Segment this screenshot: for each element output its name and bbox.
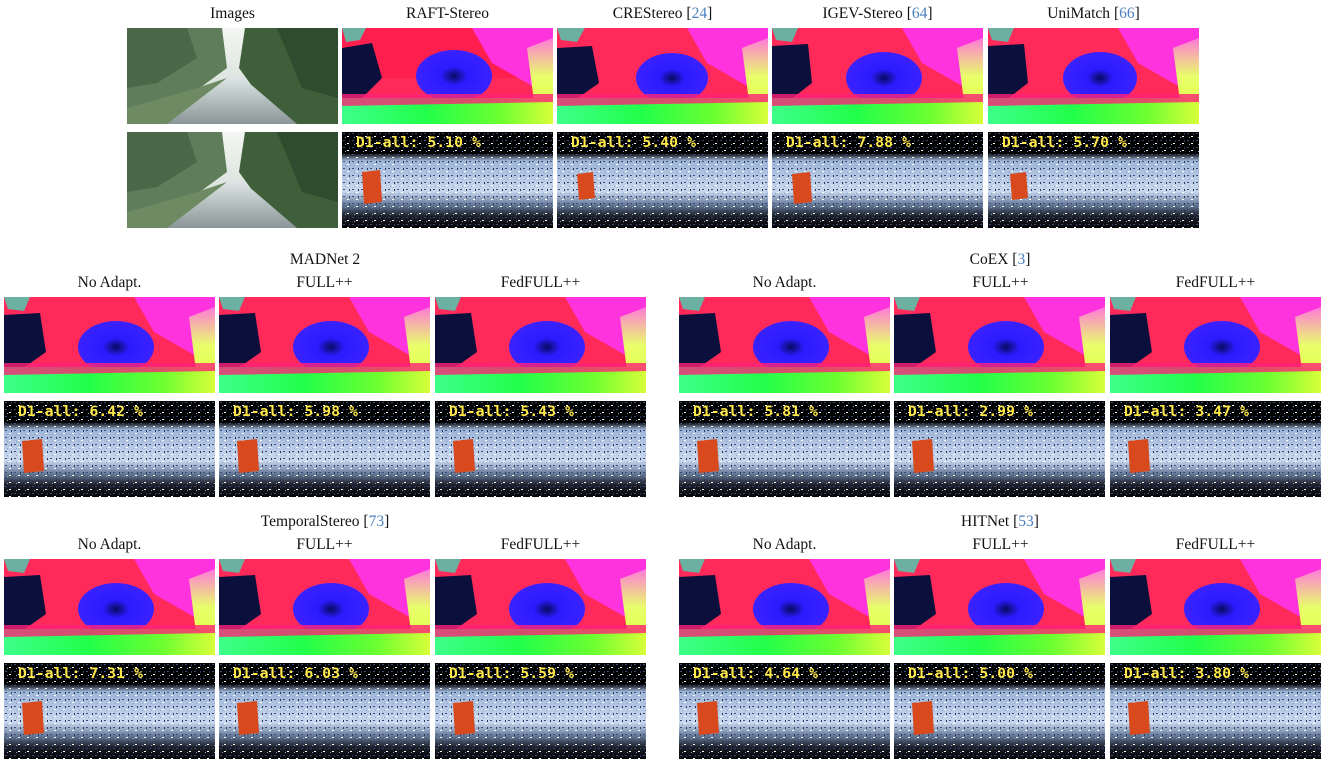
header-unimatch: UniMatch [66] <box>1047 5 1140 22</box>
error-map-crestereo: D1-all: 5.40 % <box>557 132 768 228</box>
error-label: D1-all: 3.80 % <box>1124 666 1250 682</box>
col-header-no-adapt: No Adapt. <box>752 274 817 291</box>
error-label: D1-all: 6.42 % <box>18 404 144 420</box>
group-title-text: MADNet 2 <box>289 251 361 268</box>
disparity-map-no-adapt <box>4 559 215 655</box>
error-map-no-adapt: D1-all: 4.64 % <box>679 663 890 759</box>
error-map-fedfull: D1-all: 3.47 % <box>1110 401 1321 497</box>
error-label: D1-all: 5.10 % <box>356 135 482 151</box>
disparity-map-no-adapt <box>679 559 890 655</box>
error-label: D1-all: 7.88 % <box>786 135 912 151</box>
col-header-full: FULL++ <box>972 274 1029 291</box>
col-header-full: FULL++ <box>296 274 353 291</box>
group-title-text: TemporalStereo <box>260 513 360 530</box>
header-images: Images <box>127 5 338 23</box>
col-header-full: FULL++ <box>972 536 1029 553</box>
error-label: D1-all: 5.00 % <box>908 666 1034 682</box>
error-label: D1-all: 5.98 % <box>233 404 359 420</box>
error-map-full: D1-all: 5.00 % <box>894 663 1105 759</box>
left-image <box>127 28 338 124</box>
error-map-unimatch: D1-all: 5.70 % <box>988 132 1199 228</box>
error-label: D1-all: 3.47 % <box>1124 404 1250 420</box>
header-unimatch-text: UniMatch <box>1047 5 1111 22</box>
error-label: D1-all: 4.64 % <box>693 666 819 682</box>
disparity-map-fedfull <box>435 297 646 393</box>
group-title-hitnet: HITNet [53] <box>961 513 1039 530</box>
disparity-map-unimatch <box>988 28 1199 124</box>
error-map-full: D1-all: 5.98 % <box>219 401 430 497</box>
error-map-igev-stereo: D1-all: 7.88 % <box>772 132 983 228</box>
right-image <box>127 132 338 228</box>
header-images-text: Images <box>210 5 255 22</box>
error-map-fedfull: D1-all: 5.43 % <box>435 401 646 497</box>
error-map-no-adapt: D1-all: 7.31 % <box>4 663 215 759</box>
group-title-text: HITNet <box>961 513 1010 530</box>
error-label: D1-all: 7.31 % <box>18 666 144 682</box>
citation-link[interactable]: 73 <box>368 513 385 530</box>
col-header-fedfull: FedFULL++ <box>500 274 581 291</box>
error-label: D1-all: 5.70 % <box>1002 135 1128 151</box>
col-header-no-adapt: No Adapt. <box>752 536 817 553</box>
disparity-map-fedfull <box>1110 559 1321 655</box>
header-igev-stereo: IGEV-Stereo [64] <box>822 5 933 22</box>
error-label: D1-all: 5.40 % <box>571 135 697 151</box>
citation-link[interactable]: 53 <box>1018 513 1034 530</box>
error-label: D1-all: 6.03 % <box>233 666 359 682</box>
header-raft-stereo: RAFT-Stereo <box>342 5 553 23</box>
error-label: D1-all: 5.81 % <box>693 404 819 420</box>
error-map-no-adapt: D1-all: 5.81 % <box>679 401 890 497</box>
group-title-temporalstereo: TemporalStereo [73] <box>260 513 390 530</box>
error-label: D1-all: 5.43 % <box>449 404 575 420</box>
disparity-map-full <box>894 559 1105 655</box>
group-title-text: CoEX <box>969 251 1009 268</box>
col-header-fedfull: FedFULL++ <box>1175 536 1256 553</box>
header-raft-text: RAFT-Stereo <box>406 5 489 22</box>
header-crestereo: CREStereo [24] <box>612 5 713 22</box>
citation-link[interactable]: 64 <box>911 5 928 22</box>
group-title-madnet2: MADNet 2 <box>4 251 646 269</box>
disparity-map-full <box>219 297 430 393</box>
header-crestereo-text: CREStereo <box>612 5 683 22</box>
disparity-map-no-adapt <box>679 297 890 393</box>
citation-link[interactable]: 3 <box>1017 251 1026 268</box>
col-header-fedfull: FedFULL++ <box>1175 274 1256 291</box>
col-header-no-adapt: No Adapt. <box>77 536 142 553</box>
col-header-no-adapt: No Adapt. <box>77 274 142 291</box>
disparity-map-raft-stereo <box>342 28 553 124</box>
disparity-map-igev-stereo <box>772 28 983 124</box>
col-header-full: FULL++ <box>296 536 353 553</box>
error-map-raft-stereo: D1-all: 5.10 % <box>342 132 553 228</box>
error-map-fedfull: D1-all: 5.59 % <box>435 663 646 759</box>
error-map-full: D1-all: 6.03 % <box>219 663 430 759</box>
group-title-coex: CoEX [3] <box>969 251 1031 268</box>
header-igev-text: IGEV-Stereo <box>822 5 903 22</box>
disparity-map-crestereo <box>557 28 768 124</box>
error-map-full: D1-all: 2.99 % <box>894 401 1105 497</box>
error-map-no-adapt: D1-all: 6.42 % <box>4 401 215 497</box>
disparity-map-fedfull <box>1110 297 1321 393</box>
disparity-map-full <box>219 559 430 655</box>
col-header-fedfull: FedFULL++ <box>500 536 581 553</box>
disparity-map-fedfull <box>435 559 646 655</box>
error-label: D1-all: 5.59 % <box>449 666 575 682</box>
disparity-map-no-adapt <box>4 297 215 393</box>
citation-link[interactable]: 24 <box>691 5 708 22</box>
citation-link[interactable]: 66 <box>1119 5 1135 22</box>
error-label: D1-all: 2.99 % <box>908 404 1034 420</box>
error-map-fedfull: D1-all: 3.80 % <box>1110 663 1321 759</box>
disparity-map-full <box>894 297 1105 393</box>
